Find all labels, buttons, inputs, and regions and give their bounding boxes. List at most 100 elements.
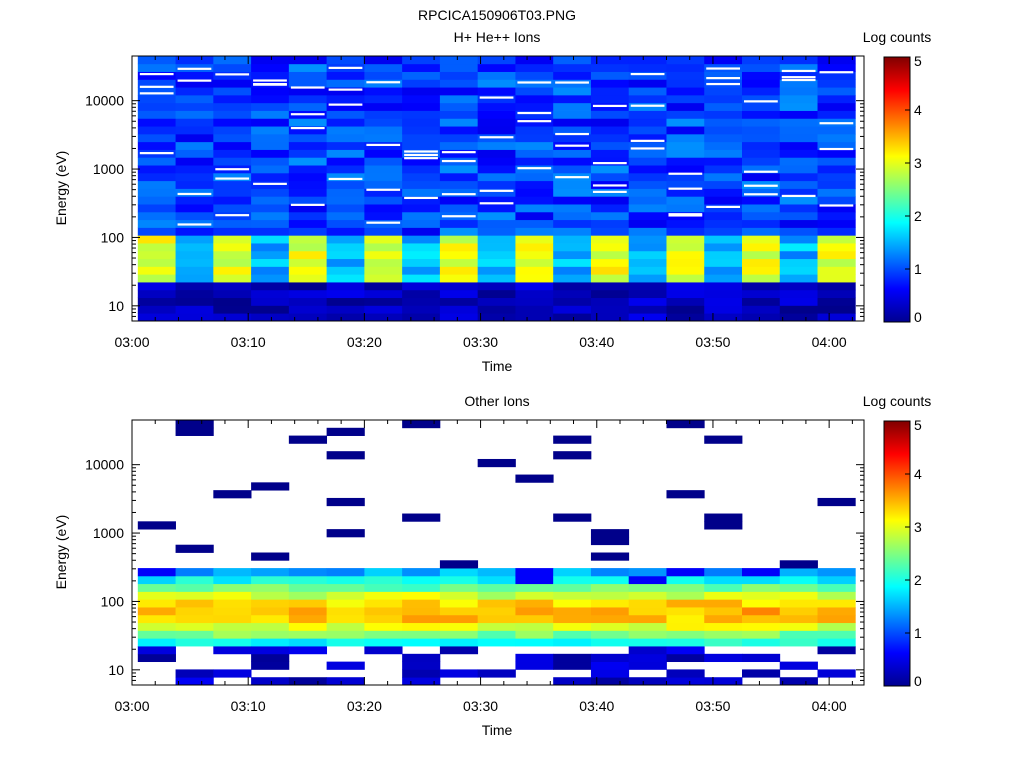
spectrogram-cell <box>288 141 328 150</box>
data-gap <box>441 215 476 218</box>
spectrogram-cell <box>439 591 479 600</box>
spectrogram-cell <box>704 607 743 616</box>
spectrogram-cell <box>364 289 403 299</box>
spectrogram-cell <box>364 157 403 166</box>
spectrogram-cell <box>326 630 365 639</box>
spectrogram-cell <box>742 289 781 299</box>
spectrogram-cell <box>175 250 214 260</box>
spectrogram-cell <box>742 583 781 592</box>
data-gap <box>555 132 589 136</box>
data-gap <box>290 126 325 130</box>
spectrogram-cell <box>477 126 516 135</box>
spectrogram-cell <box>553 219 592 228</box>
spectrogram-cell <box>817 568 856 577</box>
spectrogram-cell <box>628 63 667 72</box>
spectrogram-cell <box>251 56 290 65</box>
spectrogram-cell <box>326 211 365 221</box>
spectrogram-cell <box>628 165 667 174</box>
spectrogram-cell <box>326 274 365 283</box>
spectrogram-cell <box>175 282 214 291</box>
spectrogram-cell <box>553 188 592 197</box>
spectrogram-cell <box>213 110 252 119</box>
spectrogram-cell <box>251 297 290 306</box>
spectrogram-cell <box>590 622 630 631</box>
spectrogram-cell <box>402 149 441 158</box>
spectrogram-cell <box>515 599 554 608</box>
spectrogram-cell <box>742 575 781 585</box>
spectrogram-cell <box>704 638 743 647</box>
spectrogram-cell <box>326 180 365 189</box>
spectrogram-cell <box>666 490 705 499</box>
spectrogram-cell <box>213 243 252 252</box>
spectrogram-cell <box>439 87 479 96</box>
spectrogram-cell <box>364 282 403 291</box>
spectrogram-cell <box>704 513 743 522</box>
spectrogram-cell <box>439 313 479 322</box>
spectrogram-cell <box>402 235 441 244</box>
x-tick-label: 03:40 <box>579 698 614 714</box>
spectrogram-cell <box>779 79 818 88</box>
spectrogram-cell <box>477 599 516 608</box>
spectrogram-cell <box>817 646 856 655</box>
spectrogram-cell <box>666 250 705 260</box>
spectrogram-cell <box>213 274 252 283</box>
spectrogram-cell <box>175 188 214 197</box>
spectrogram-cell <box>742 591 781 600</box>
spectrogram-cell <box>439 305 479 314</box>
spectrogram-cell <box>779 133 818 143</box>
spectrogram-cell <box>590 282 630 291</box>
spectrogram-cell <box>477 630 516 639</box>
spectrogram-cell <box>515 297 554 306</box>
spectrogram-cell <box>213 313 252 322</box>
spectrogram-cell <box>553 313 592 322</box>
spectrogram-cell <box>175 607 214 616</box>
spectrogram-cell <box>742 118 781 127</box>
spectrogram-cell <box>628 110 667 119</box>
spectrogram-cell <box>137 622 176 631</box>
spectrogram-cell <box>213 638 252 647</box>
spectrogram-cell <box>439 575 479 585</box>
spectrogram-cell <box>742 227 781 236</box>
spectrogram-cell <box>666 172 705 182</box>
spectrogram-cell <box>817 607 856 616</box>
spectrogram-cell <box>439 614 479 624</box>
spectrogram-cell <box>137 157 176 166</box>
spectrogram-cell <box>742 297 781 306</box>
spectrogram-cell <box>477 583 516 592</box>
data-gap <box>592 162 627 165</box>
spectrogram-cell <box>704 250 743 260</box>
spectrogram-cell <box>364 126 403 135</box>
spectrogram-cell <box>628 250 667 260</box>
spectrogram-cell <box>288 211 328 221</box>
spectrogram-cell <box>326 56 365 65</box>
spectrogram-cell <box>628 274 667 283</box>
spectrogram-cell <box>553 289 592 299</box>
data-gap <box>668 213 703 216</box>
spectrogram-cell <box>137 141 176 150</box>
spectrogram-cell <box>402 133 441 143</box>
spectrogram-cell <box>477 110 516 119</box>
spectrogram-cell <box>439 599 479 608</box>
spectrogram-cell <box>666 669 705 678</box>
spectrogram-cell <box>326 141 365 150</box>
spectrogram-cell <box>175 204 214 213</box>
spectrogram-cell <box>628 56 667 65</box>
spectrogram-cell <box>553 622 592 631</box>
spectrogram-cell <box>817 630 856 639</box>
spectrogram-cell <box>817 165 856 174</box>
spectrogram-cell <box>477 305 516 314</box>
spectrogram-cell <box>439 219 479 228</box>
spectrogram-cell <box>515 102 554 111</box>
spectrogram-cell <box>477 282 516 291</box>
spectrogram-cell <box>779 258 818 267</box>
spectrogram-cell <box>628 661 667 670</box>
spectrogram-cell <box>402 568 441 577</box>
spectrogram-cell <box>704 141 743 150</box>
plot-frame <box>131 419 865 686</box>
spectrogram-cell <box>251 622 290 631</box>
spectrogram-cell <box>137 126 176 135</box>
data-gap <box>517 120 552 123</box>
spectrogram-cell <box>213 305 252 314</box>
spectrogram-cell <box>515 575 554 585</box>
y-tick-label: 10000 <box>85 93 124 109</box>
